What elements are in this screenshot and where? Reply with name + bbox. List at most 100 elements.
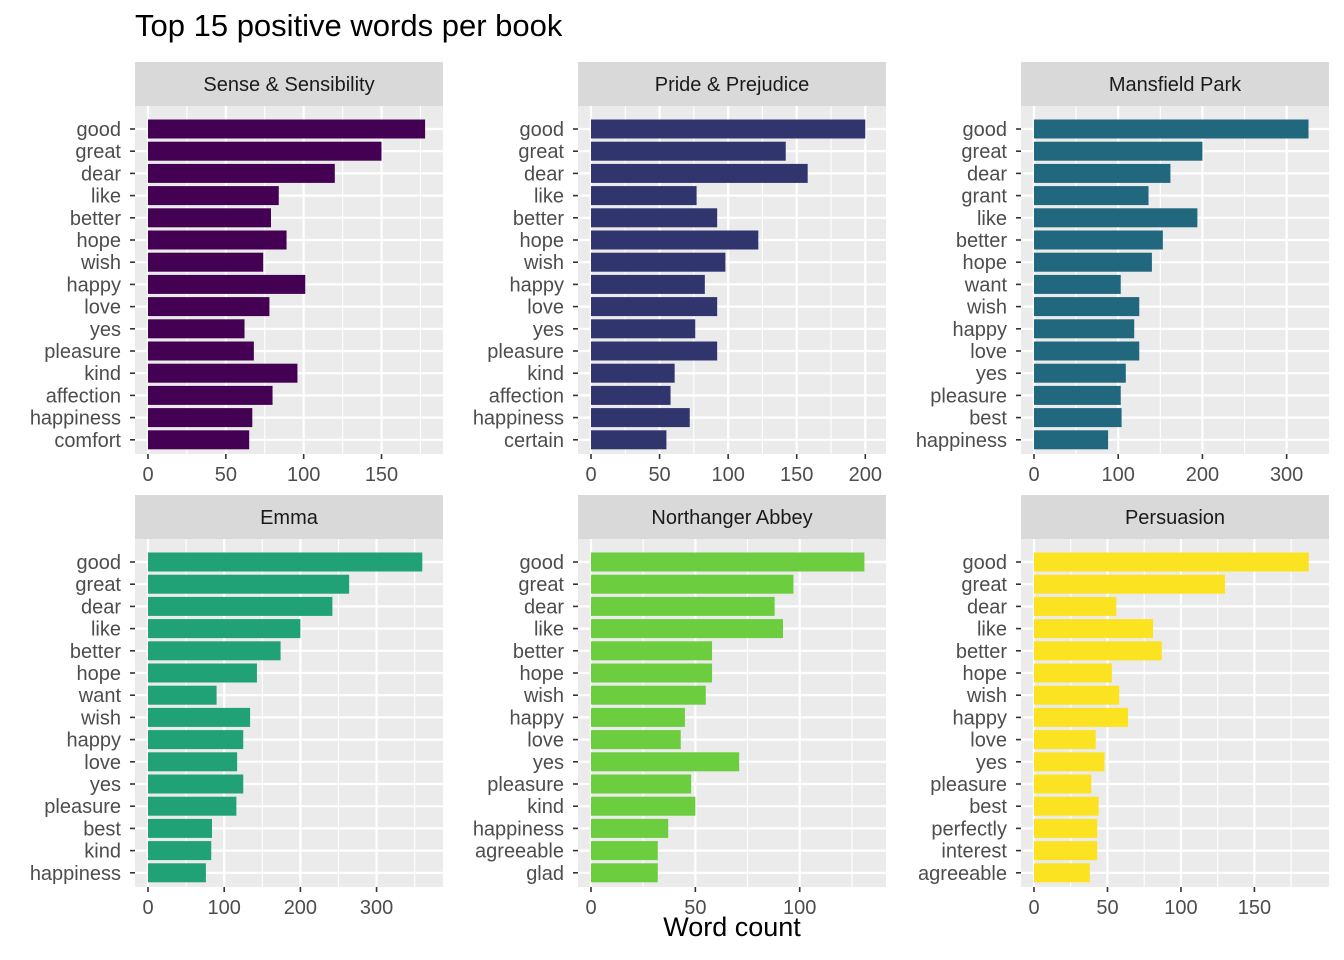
bar-happy — [148, 730, 244, 750]
y-tick-label: like — [534, 186, 564, 208]
bar-like — [148, 619, 301, 639]
y-tick-label: wish — [523, 252, 564, 274]
x-tick-label: 200 — [1186, 464, 1219, 486]
bar-hope — [591, 230, 759, 250]
y-tick-label: best — [969, 796, 1007, 818]
bar-happy — [591, 707, 685, 727]
y-tick-label: dear — [524, 163, 564, 185]
bar-like — [148, 186, 279, 206]
x-tick-label: 0 — [1028, 897, 1039, 919]
bar-dear — [148, 596, 333, 616]
bar-wish — [1034, 685, 1120, 705]
y-tick-label: yes — [90, 774, 121, 796]
bar-better — [591, 641, 713, 661]
y-tick-label: love — [527, 297, 564, 319]
bar-dear — [1034, 596, 1117, 616]
facet-strip — [578, 495, 886, 539]
bar-love — [148, 297, 270, 317]
y-tick-label: agreeable — [918, 863, 1007, 885]
y-tick-label: great — [75, 574, 121, 596]
y-tick-label: happy — [953, 707, 1008, 729]
y-tick-label: great — [961, 574, 1007, 596]
x-tick-label: 50 — [684, 897, 706, 919]
bar-better — [1034, 230, 1163, 250]
bar-best — [1034, 796, 1099, 816]
bar-yes — [591, 752, 740, 772]
y-tick-label: good — [520, 119, 565, 141]
y-tick-label: pleasure — [930, 774, 1007, 796]
bar-good — [1034, 552, 1309, 572]
bar-better — [148, 641, 281, 661]
y-tick-label: affection — [46, 385, 121, 407]
y-tick-label: hope — [520, 230, 565, 252]
facet-strip-label: Northanger Abbey — [651, 507, 812, 529]
y-tick-label: hope — [77, 230, 122, 252]
bar-hope — [1034, 663, 1112, 683]
bar-grant — [1034, 186, 1149, 206]
bar-agreeable — [591, 841, 658, 861]
facet-strip — [135, 62, 443, 106]
y-tick-label: love — [970, 341, 1007, 363]
y-tick-label: pleasure — [930, 385, 1007, 407]
y-tick-label: kind — [527, 796, 564, 818]
y-tick-label: pleasure — [487, 341, 564, 363]
panel-persuasion: Persuasion goodgreatdearlikebetterhopewis… — [918, 495, 1329, 919]
x-tick-label: 300 — [1270, 464, 1303, 486]
y-tick-label: wish — [80, 707, 121, 729]
panel-mansfield-park: Mansfield Park goodgreatdeargrantlikebett… — [916, 62, 1329, 486]
y-tick-label: yes — [976, 363, 1007, 385]
facet-strip-label: Emma — [260, 507, 319, 529]
bar-pleasure — [591, 341, 718, 361]
bar-yes — [148, 319, 245, 339]
bar-yes — [1034, 752, 1105, 772]
y-tick-label: kind — [84, 363, 121, 385]
y-tick-label: hope — [963, 663, 1008, 685]
y-tick-label: better — [956, 230, 1007, 252]
x-tick-label: 100 — [208, 897, 241, 919]
y-tick-label: like — [91, 186, 121, 208]
y-tick-label: wish — [523, 685, 564, 707]
y-tick-label: better — [513, 208, 564, 230]
panel-emma: Emmagoodgreatdearlikebetterhopewantwishh… — [30, 495, 443, 919]
y-tick-label: good — [77, 552, 122, 574]
y-tick-label: happiness — [473, 408, 564, 430]
bar-pleasure — [1034, 385, 1121, 405]
x-tick-label: 100 — [783, 897, 816, 919]
bar-love — [1034, 341, 1140, 361]
y-tick-label: happy — [67, 730, 122, 752]
bar-good — [148, 119, 426, 139]
facet-strip — [578, 62, 886, 106]
x-tick-label: 100 — [287, 464, 320, 486]
bar-good — [1034, 119, 1309, 139]
y-tick-label: dear — [81, 163, 121, 185]
x-tick-label: 150 — [780, 464, 813, 486]
y-tick-label: happiness — [916, 430, 1007, 452]
bar-happy — [1034, 707, 1129, 727]
y-tick-label: interest — [941, 841, 1007, 863]
y-tick-label: good — [963, 119, 1008, 141]
bar-pleasure — [148, 341, 254, 361]
bar-hope — [148, 663, 257, 683]
y-tick-label: love — [84, 752, 121, 774]
chart-title: Top 15 positive words per book — [135, 8, 563, 43]
y-tick-label: like — [977, 208, 1007, 230]
bar-best — [1034, 408, 1122, 428]
bar-like — [1034, 208, 1198, 228]
bar-glad — [591, 863, 658, 883]
bar-like — [1034, 619, 1154, 639]
facet-strip-label: Sense & Sensibility — [203, 74, 374, 96]
y-tick-label: happy — [510, 707, 565, 729]
facet-strip-label: Mansfield Park — [1109, 74, 1242, 96]
x-tick-label: 100 — [1102, 464, 1135, 486]
bar-wish — [148, 707, 251, 727]
bar-good — [148, 552, 423, 572]
bar-perfectly — [1034, 818, 1098, 838]
x-tick-label: 150 — [365, 464, 398, 486]
bar-wish — [591, 685, 706, 705]
bar-best — [148, 818, 212, 838]
x-tick-label: 50 — [215, 464, 237, 486]
y-tick-label: like — [534, 619, 564, 641]
y-tick-label: good — [963, 552, 1008, 574]
bar-better — [591, 208, 718, 228]
